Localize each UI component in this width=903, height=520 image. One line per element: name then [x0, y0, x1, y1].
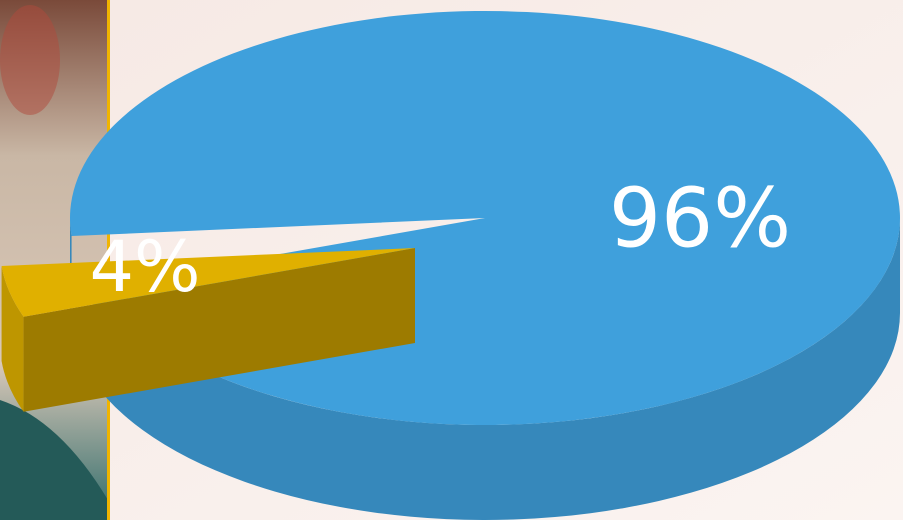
slice-cut [23, 248, 416, 412]
photo-blur [0, 5, 60, 115]
slice-side [93, 218, 900, 520]
slice-side [1, 266, 24, 412]
divider-line [107, 0, 110, 520]
photo-bag [0, 400, 108, 520]
pie [1, 11, 900, 520]
slice-top [1, 248, 416, 317]
data-label: 4% [89, 226, 200, 308]
data-label: 96% [609, 171, 791, 266]
